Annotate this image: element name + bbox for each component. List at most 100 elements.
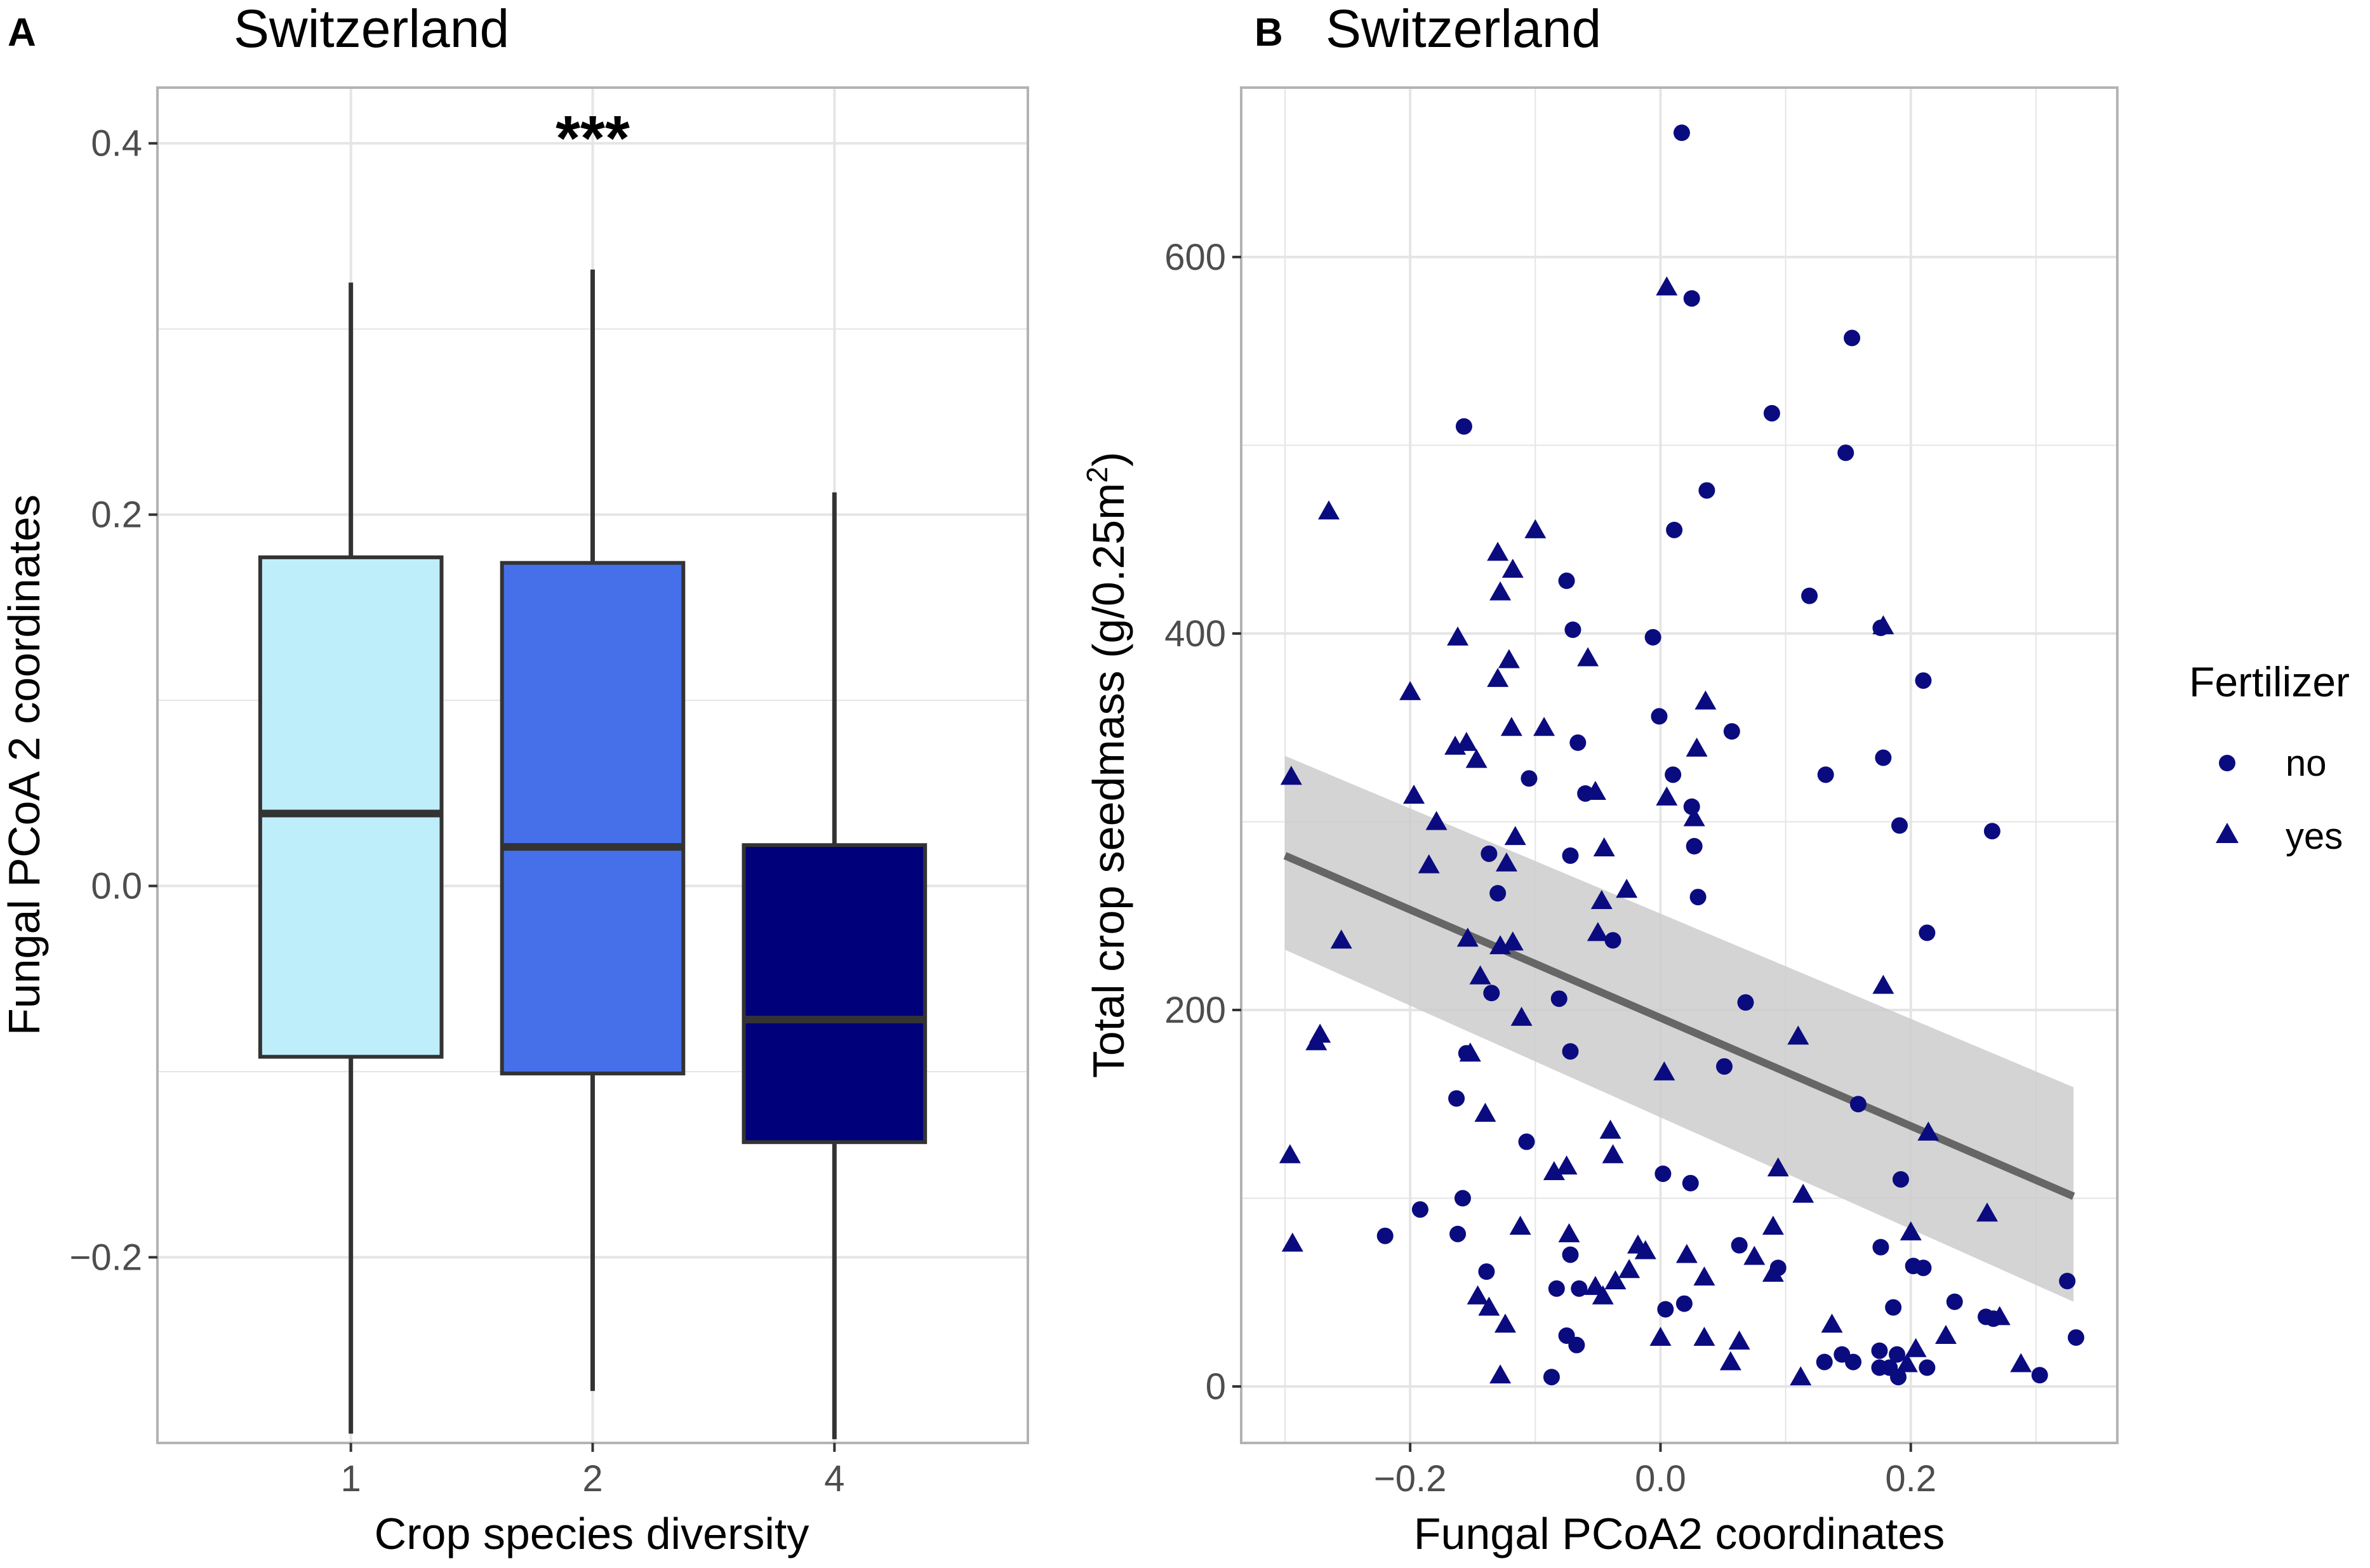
point-no bbox=[1875, 749, 1892, 766]
point-no bbox=[1915, 1259, 1932, 1277]
panel-a-boxes bbox=[258, 269, 928, 1440]
panel-a-title: Switzerland bbox=[234, 0, 509, 58]
point-no bbox=[1562, 1043, 1579, 1060]
point-no bbox=[1849, 1096, 1867, 1113]
point-yes bbox=[1602, 1144, 1624, 1164]
point-yes bbox=[1467, 1285, 1489, 1305]
point-no bbox=[1723, 723, 1740, 740]
point-yes bbox=[1976, 1202, 1998, 1222]
panel-a-x-axis-title: Crop species diversity bbox=[375, 1509, 809, 1558]
point-yes bbox=[1403, 784, 1425, 804]
box-iqr bbox=[742, 843, 928, 1145]
point-no bbox=[1885, 1299, 1902, 1316]
point-no bbox=[1657, 1301, 1674, 1318]
y-tick-label: 0.4 bbox=[91, 123, 142, 164]
point-yes bbox=[1279, 1144, 1301, 1164]
y-tick-label: −0.2 bbox=[70, 1237, 143, 1279]
y-axis-title-superscript: 2 bbox=[1081, 467, 1114, 483]
point-no bbox=[1558, 572, 1575, 589]
point-yes bbox=[1577, 647, 1599, 667]
point-yes bbox=[1872, 615, 1894, 635]
point-yes bbox=[1762, 1263, 1784, 1282]
panel-b-title: Switzerland bbox=[1326, 0, 1601, 58]
panel-a: A Switzerland −0.2 0.0 0.2 0.4 1 2 4 *** Crop… bbox=[0, 0, 1029, 1558]
point-no bbox=[1376, 1227, 1394, 1244]
point-no bbox=[1682, 1174, 1699, 1192]
regression-line bbox=[1283, 852, 2075, 1200]
y-tick-label: 400 bbox=[1164, 613, 1226, 654]
point-yes bbox=[1489, 581, 1512, 601]
box-iqr bbox=[258, 555, 444, 1059]
point-yes bbox=[1555, 1155, 1578, 1175]
point-no bbox=[1889, 1346, 1906, 1363]
x-tick-label: 1 bbox=[341, 1458, 361, 1499]
point-no bbox=[1548, 1280, 1565, 1297]
point-yes bbox=[1634, 1240, 1656, 1259]
x-tick-label: 4 bbox=[824, 1458, 844, 1499]
panel-b-x-axis-title: Fungal PCoA2 coordinates bbox=[1414, 1509, 1945, 1558]
panel-a-x-tick-labels: 1 2 4 bbox=[341, 1443, 844, 1499]
point-no bbox=[1604, 932, 1621, 949]
point-yes bbox=[1459, 1042, 1481, 1062]
point-yes bbox=[1988, 1306, 2011, 1325]
point-no bbox=[1686, 838, 1703, 855]
point-yes bbox=[1872, 974, 1894, 994]
point-no bbox=[1562, 1246, 1579, 1263]
point-yes bbox=[1399, 681, 1421, 700]
point-no bbox=[1489, 885, 1507, 902]
x-tick-label: −0.2 bbox=[1374, 1458, 1447, 1499]
point-no bbox=[1558, 1327, 1575, 1344]
y-tick-label: 0 bbox=[1206, 1366, 1226, 1407]
point-no bbox=[1550, 990, 1568, 1007]
point-yes bbox=[1469, 965, 1491, 985]
point-no bbox=[1675, 1295, 1693, 1312]
point-yes bbox=[1616, 879, 1638, 898]
point-yes bbox=[1599, 1119, 1621, 1139]
point-no bbox=[1737, 994, 1754, 1011]
point-yes bbox=[1584, 781, 1606, 801]
point-yes bbox=[1694, 690, 1717, 710]
point-yes bbox=[1649, 1326, 1672, 1346]
point-no bbox=[1562, 847, 1579, 864]
point-no bbox=[1571, 1280, 1588, 1297]
point-no bbox=[1654, 1165, 1672, 1182]
point-no bbox=[2059, 1272, 2076, 1289]
point-no bbox=[1801, 587, 1818, 604]
panel-b: B Switzerland 0 200 400 600 −0.2 0.0 0.2 Fung… bbox=[1081, 0, 2350, 1558]
point-no bbox=[1651, 708, 1668, 725]
legend-label-no: no bbox=[2286, 743, 2327, 784]
box-group-4 bbox=[742, 492, 928, 1440]
point-yes bbox=[1693, 1326, 1715, 1346]
legend-triangle-icon bbox=[2216, 823, 2239, 843]
point-yes bbox=[1474, 1103, 1496, 1122]
point-no bbox=[1834, 1346, 1851, 1363]
point-yes bbox=[1934, 1324, 1957, 1344]
point-yes bbox=[1587, 922, 1609, 941]
point-no bbox=[1478, 1263, 1495, 1280]
point-yes bbox=[1905, 1338, 1927, 1357]
point-no bbox=[1448, 1090, 1465, 1107]
legend-label-yes: yes bbox=[2286, 816, 2343, 857]
point-no bbox=[1666, 521, 1683, 538]
point-no bbox=[1673, 124, 1690, 142]
point-yes bbox=[1719, 1351, 1741, 1371]
point-yes bbox=[1509, 1215, 1531, 1235]
y-tick-label: 0.0 bbox=[91, 866, 142, 907]
point-yes bbox=[1656, 786, 1678, 806]
point-yes bbox=[1510, 1006, 1533, 1026]
point-yes bbox=[1590, 890, 1613, 909]
y-axis-title-end: ) bbox=[1084, 452, 1133, 467]
point-no bbox=[1978, 1308, 1994, 1325]
point-yes bbox=[1489, 1364, 1512, 1384]
point-no bbox=[1763, 404, 1780, 422]
point-yes bbox=[1524, 519, 1547, 538]
point-no bbox=[1983, 823, 2001, 840]
point-yes bbox=[1447, 626, 1469, 646]
panel-a-y-axis-title: Fungal PCoA 2 coordinates bbox=[0, 495, 49, 1035]
point-yes bbox=[1330, 929, 1352, 949]
point-yes bbox=[1728, 1330, 1750, 1350]
y-axis-title-main: Total crop seedmass (g/0.25m bbox=[1084, 483, 1133, 1079]
point-yes bbox=[1683, 807, 1705, 827]
point-yes bbox=[1592, 1285, 1614, 1305]
